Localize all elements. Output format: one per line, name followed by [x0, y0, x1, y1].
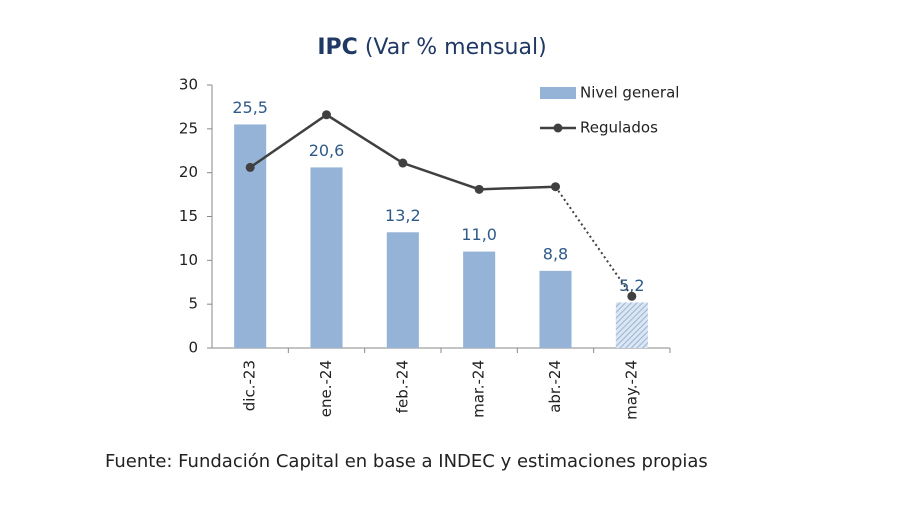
bar	[234, 124, 267, 348]
y-tick-label: 30	[179, 76, 198, 94]
line	[249, 113, 556, 191]
x-tick-label: dic.-23	[241, 360, 259, 411]
marker	[398, 158, 408, 168]
x-tick-label: may.-24	[622, 360, 640, 420]
data-label: 11,0	[461, 225, 497, 244]
legend-label: Regulados	[580, 119, 658, 137]
data-label: 25,5	[232, 98, 268, 117]
x-tick-label: ene.-24	[317, 360, 335, 417]
legend-marker	[553, 123, 563, 133]
title-rest: (Var % mensual)	[365, 35, 547, 60]
bar	[310, 167, 343, 348]
data-label: 13,2	[385, 206, 421, 225]
x-tick-label: mar.-24	[470, 360, 488, 418]
bar	[463, 251, 496, 348]
legend-swatch	[540, 87, 576, 99]
y-tick-label: 10	[179, 251, 198, 269]
y-tick-label: 20	[179, 163, 198, 181]
data-label: 20,6	[309, 141, 345, 160]
x-tick-label: abr.-24	[546, 360, 564, 413]
data-label: 8,8	[543, 244, 568, 263]
marker	[245, 162, 255, 172]
y-tick-label: 25	[179, 119, 198, 137]
y-tick-label: 5	[188, 295, 198, 313]
chart-title: IPC (Var % mensual)	[317, 35, 546, 60]
bar	[615, 302, 648, 348]
marker	[627, 291, 637, 301]
y-tick-label: 15	[179, 207, 198, 225]
legend-label: Nivel general	[580, 84, 679, 102]
marker	[322, 110, 331, 120]
data-label: 5,2	[619, 276, 644, 295]
bar	[539, 270, 572, 348]
projected-line	[554, 186, 633, 297]
source-note: Fuente: Fundación Capital en base a INDE…	[105, 451, 708, 472]
x-tick-label: feb.-24	[393, 360, 411, 413]
bar	[386, 232, 419, 348]
title-bold: IPC	[317, 35, 357, 60]
marker	[474, 184, 484, 194]
marker	[551, 182, 560, 192]
y-tick-label: 0	[188, 339, 198, 357]
